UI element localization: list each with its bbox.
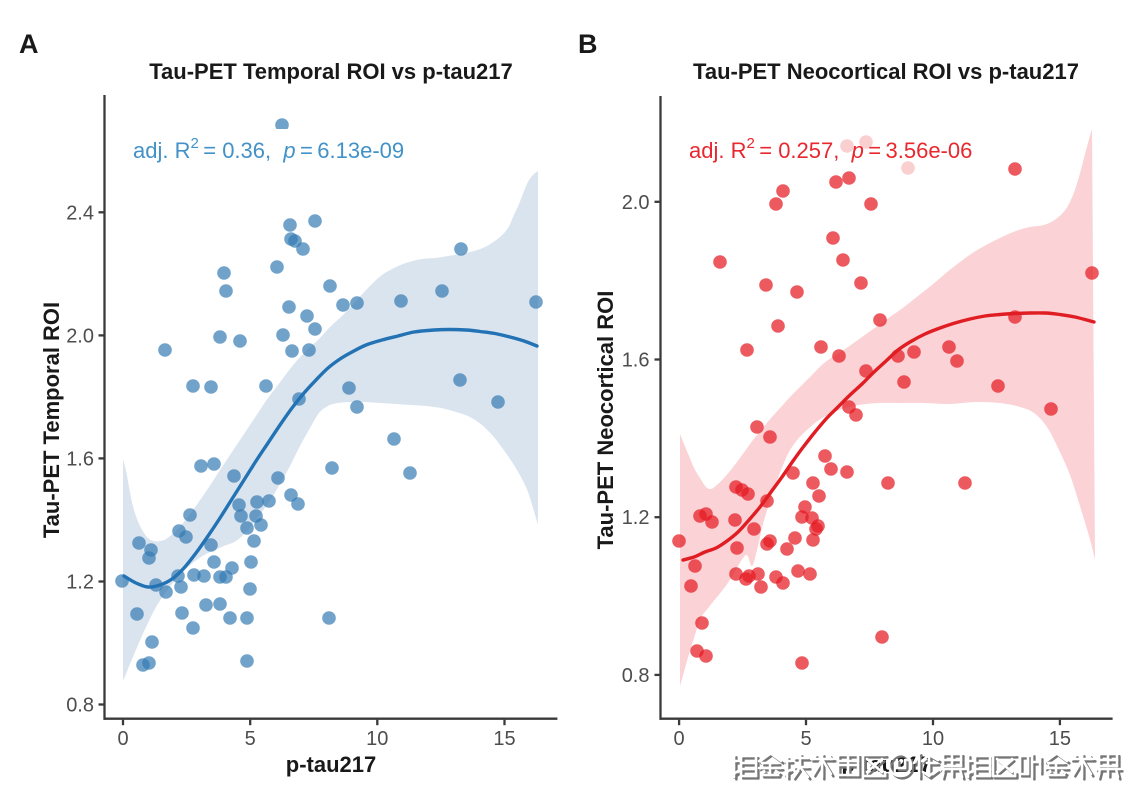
svg-text:2.0: 2.0 (66, 325, 94, 347)
svg-text:p-tau217: p-tau217 (286, 752, 376, 777)
svg-text:15: 15 (1049, 728, 1071, 750)
svg-text:Tau-PET Neocortical ROI vs p-t: Tau-PET Neocortical ROI vs p-tau217 (693, 59, 1079, 84)
svg-text:Tau-PET Neocortical ROI: Tau-PET Neocortical ROI (593, 291, 618, 550)
svg-text:A: A (19, 29, 39, 59)
svg-text:1.2: 1.2 (66, 572, 94, 594)
svg-text:B: B (578, 29, 598, 59)
svg-text:10: 10 (922, 728, 944, 750)
svg-text:adj. R2 = 0.257, p = 3.56e-06: adj. R2 = 0.257, p = 3.56e-06 (689, 135, 972, 163)
svg-text:Tau-PET Temporal ROI vs p-tau2: Tau-PET Temporal ROI vs p-tau217 (149, 59, 512, 84)
svg-text:0: 0 (117, 728, 128, 750)
svg-text:15: 15 (493, 728, 515, 750)
svg-text:1.6: 1.6 (66, 448, 94, 470)
svg-text:2.0: 2.0 (622, 192, 650, 214)
svg-text:5: 5 (800, 728, 811, 750)
svg-text:0.8: 0.8 (622, 665, 650, 687)
svg-text:0.8: 0.8 (66, 695, 94, 717)
svg-text:5: 5 (245, 728, 256, 750)
svg-text:1.2: 1.2 (622, 507, 650, 529)
svg-text:10: 10 (366, 728, 388, 750)
svg-text:1.6: 1.6 (622, 350, 650, 372)
svg-text:Tau-PET Temporal ROI: Tau-PET Temporal ROI (39, 302, 64, 538)
svg-text:2.4: 2.4 (66, 202, 94, 224)
svg-text:adj. R2 = 0.36, p = 6.13e-09: adj. R2 = 0.36, p = 6.13e-09 (133, 135, 404, 163)
svg-text:0: 0 (674, 728, 685, 750)
